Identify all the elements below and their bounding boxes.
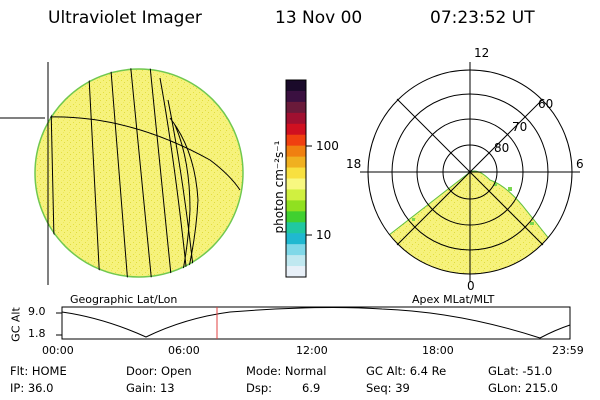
polar-plot	[360, 62, 580, 282]
colorbar-unit-label: photon cm⁻²s⁻¹	[272, 140, 286, 234]
mlt-label-18: 18	[346, 157, 362, 171]
colorbar-segment	[286, 233, 306, 245]
colorbar-segment	[286, 156, 306, 169]
mlt-label-6: 6	[576, 157, 584, 171]
gc-alt-status: GC Alt: 6.4 Re	[366, 364, 447, 378]
colorbar	[285, 79, 307, 278]
seq-status: Seq: 39	[366, 381, 410, 395]
colorbar-segment	[286, 167, 306, 179]
x-tick-1200: 12:00	[296, 344, 328, 357]
colorbar-segment	[286, 90, 306, 103]
apex-panel-label: Apex MLat/MLT	[412, 293, 495, 306]
x-tick-0600: 06:00	[168, 344, 200, 357]
flight-status: Flt: HOME	[10, 364, 67, 378]
x-tick-1800: 18:00	[422, 344, 454, 357]
colorbar-segment	[286, 222, 306, 234]
glon-status: GLon: 215.0	[488, 381, 558, 395]
instrument-title: Ultraviolet Imager	[48, 8, 202, 28]
earth-disk	[34, 68, 244, 278]
y-tick-9: 9.0	[28, 305, 46, 318]
mode-status: Mode: Normal	[246, 364, 327, 378]
colorbar-segment	[286, 211, 306, 223]
mlt-label-0: 0	[467, 279, 475, 293]
colorbar-segment	[286, 255, 306, 267]
door-status: Door: Open	[126, 364, 192, 378]
colorbar-segment	[286, 266, 306, 278]
colorbar-segment	[286, 80, 306, 92]
colorbar-segment	[286, 123, 306, 136]
colorbar-tick-100: 100	[316, 139, 339, 153]
dsp-value: 6.9	[302, 381, 321, 395]
colorbar-segment	[286, 244, 306, 256]
dsp-status: Dsp:	[246, 381, 273, 395]
gain-status: Gain: 13	[126, 381, 175, 395]
colorbar-segment	[286, 189, 306, 201]
lat-label-60: 60	[538, 97, 554, 111]
colorbar-segment	[286, 134, 306, 147]
colorbar-segment	[286, 145, 306, 158]
gc-alt-axis-label: GC Alt	[9, 307, 23, 342]
date-label: 13 Nov 00	[275, 8, 363, 28]
time-label: 07:23:52 UT	[430, 8, 535, 28]
colorbar-tick-10: 10	[316, 228, 332, 242]
latitude-lines	[34, 116, 241, 278]
ip-status: IP: 36.0	[10, 381, 54, 395]
longitude-lines	[49, 68, 196, 278]
colorbar-segment	[286, 112, 306, 125]
lat-label-70: 70	[512, 120, 528, 134]
colorbar-frame	[285, 79, 307, 278]
colorbar-segment	[286, 178, 306, 190]
geographic-panel-label: Geographic Lat/Lon	[70, 293, 178, 306]
mlt-label-12: 12	[474, 46, 490, 60]
auroral-image-region	[379, 170, 551, 274]
x-tick-2359: 23:59	[552, 344, 584, 357]
colorbar-segment	[286, 200, 306, 212]
colorbar-segment	[286, 101, 306, 114]
x-tick-0000: 00:00	[42, 344, 74, 357]
lat-label-80: 80	[494, 141, 510, 155]
glat-status: GLat: -51.0	[488, 364, 553, 378]
y-tick-1-8: 1.8	[28, 327, 46, 340]
